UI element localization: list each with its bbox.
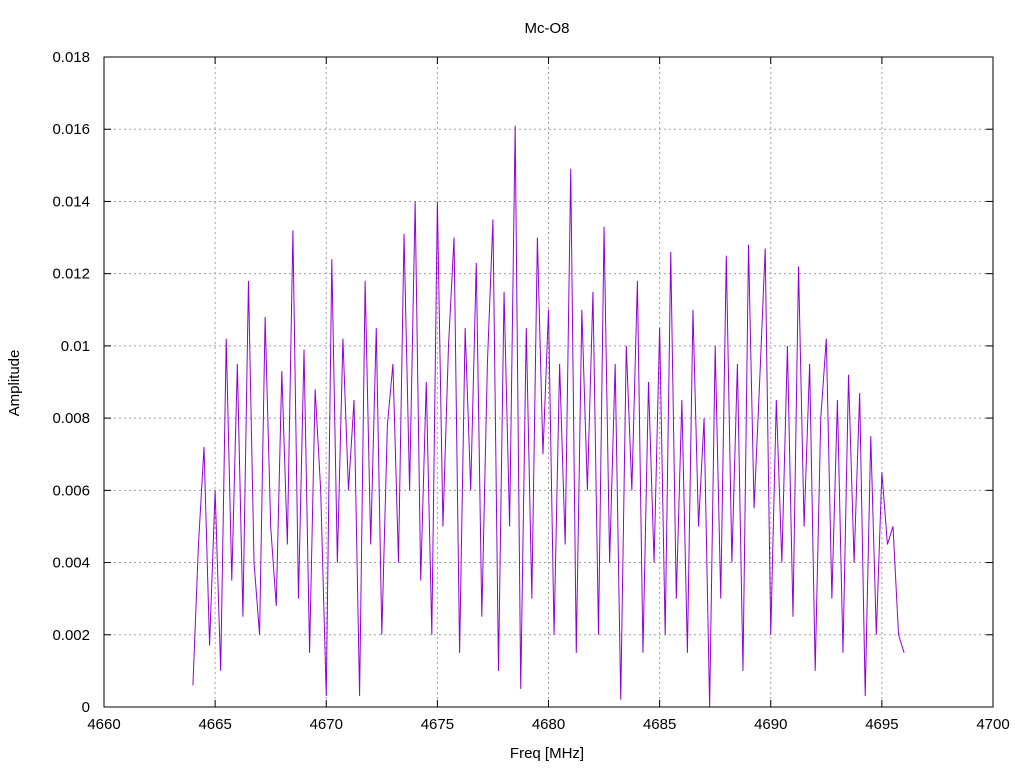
x-tick-label: 4660	[87, 716, 120, 733]
y-tick-label: 0.006	[52, 482, 90, 499]
y-tick-label: 0.002	[52, 627, 90, 644]
y-tick-label: 0.004	[52, 555, 90, 572]
x-axis-label: Freq [MHz]	[510, 745, 584, 762]
y-tick-label: 0.016	[52, 121, 90, 138]
ticks	[103, 56, 994, 708]
x-tick-label: 4675	[421, 716, 454, 733]
y-tick-label: 0.012	[52, 266, 90, 283]
x-tick-label: 4695	[865, 716, 898, 733]
x-tick-label: 4680	[532, 716, 565, 733]
y-tick-labels: 0 0.002 0.004 0.006 0.008 0.01 0.012 0.014 0.016…	[52, 49, 90, 716]
x-tick-label: 4690	[754, 716, 787, 733]
series	[192, 125, 905, 708]
y-tick-label: 0.014	[52, 193, 90, 210]
x-tick-label: 4700	[976, 716, 1009, 733]
series-line	[192, 125, 905, 708]
y-axis-label: Amplitude	[6, 350, 23, 417]
y-tick-label: 0.008	[52, 410, 90, 427]
x-tick-label: 4665	[198, 716, 231, 733]
chart-title: Mc-O8	[525, 20, 570, 37]
y-tick-label: 0	[82, 699, 90, 716]
x-tick-label: 4670	[310, 716, 343, 733]
y-tick-label: 0.018	[52, 49, 90, 66]
x-tick-label: 4685	[643, 716, 676, 733]
x-tick-labels: 4660 4665 4670 4675 4680 4685 4690 4695 4700	[87, 716, 1009, 733]
y-tick-label: 0.01	[61, 338, 90, 355]
